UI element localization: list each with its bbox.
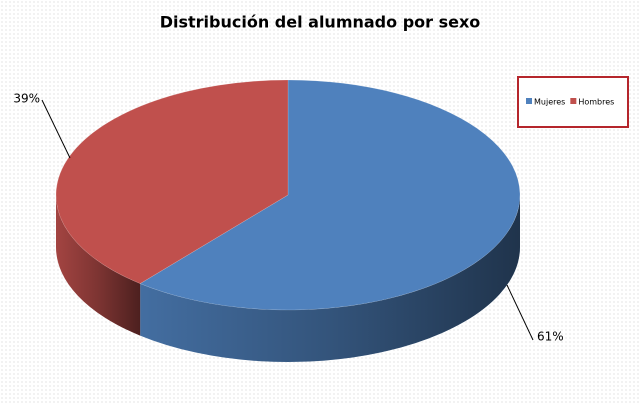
pie-slice [55, 79, 289, 284]
legend-label: Mujeres [534, 98, 565, 107]
pie-slice [139, 79, 521, 311]
side-shade [140, 195, 521, 362]
data-label: 39% [13, 92, 40, 106]
leader-line [506, 284, 534, 341]
chart-title: Distribución del alumnado por sexo [160, 13, 481, 32]
legend-label: Hombres [578, 98, 614, 107]
legend-swatch [526, 98, 532, 104]
data-label: 61% [537, 330, 564, 344]
legend-swatch [570, 98, 577, 104]
side-shade [55, 195, 141, 336]
leader-line [41, 99, 71, 159]
